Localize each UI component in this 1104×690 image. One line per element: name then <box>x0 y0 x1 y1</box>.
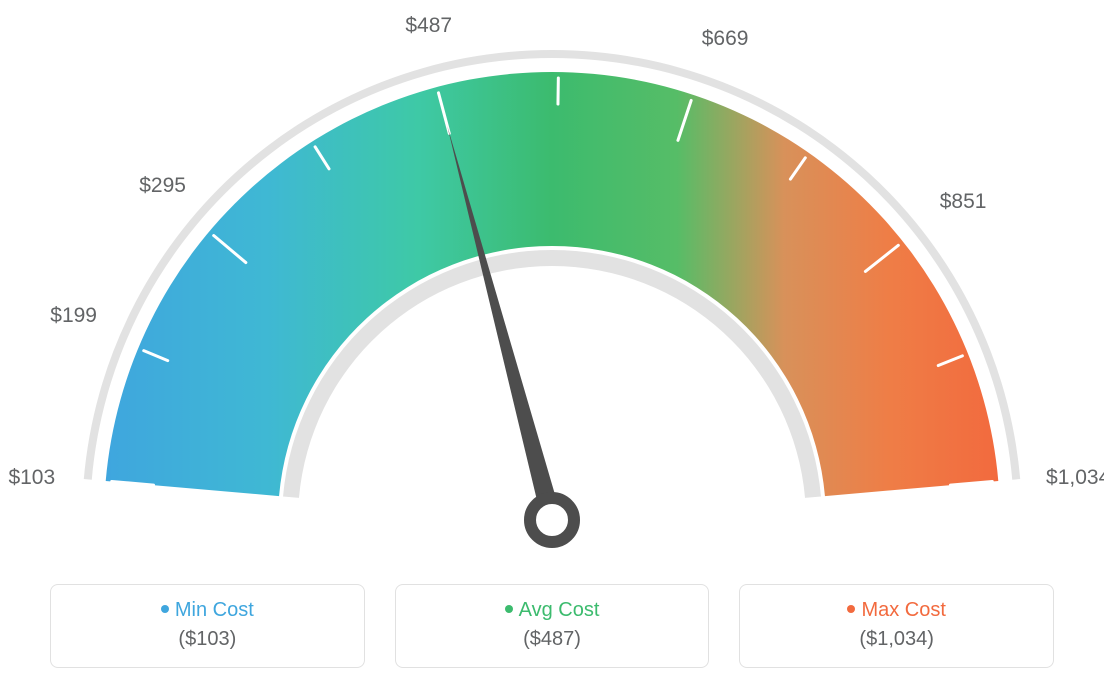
gauge-tick-label: $669 <box>702 27 749 51</box>
gauge-tick-label: $295 <box>139 174 186 198</box>
legend-label-min-text: Min Cost <box>175 599 254 621</box>
legend-label-min: Min Cost <box>51 599 364 622</box>
legend-label-avg-text: Avg Cost <box>519 599 600 621</box>
legend-label-max-text: Max Cost <box>861 599 945 621</box>
legend-card-avg: Avg Cost ($487) <box>395 584 710 668</box>
legend-row: Min Cost ($103) Avg Cost ($487) Max Cost… <box>50 584 1054 668</box>
dot-max <box>847 605 855 613</box>
gauge-tick-label: $487 <box>405 14 452 38</box>
legend-value-avg: ($487) <box>396 628 709 651</box>
cost-gauge-chart: $103 $199 $295 $487 $669 $851 $1,034 Min Cost … <box>0 0 1104 690</box>
legend-card-min: Min Cost ($103) <box>50 584 365 668</box>
gauge-tick-label: $103 <box>8 466 55 490</box>
gauge-tick-label: $199 <box>50 304 97 328</box>
legend-value-min: ($103) <box>51 628 364 651</box>
dot-min <box>161 605 169 613</box>
legend-value-max: ($1,034) <box>740 628 1053 651</box>
dot-avg <box>505 605 513 613</box>
legend-label-avg: Avg Cost <box>396 599 709 622</box>
gauge-svg <box>0 0 1104 560</box>
gauge-area: $103 $199 $295 $487 $669 $851 $1,034 <box>0 0 1104 560</box>
gauge-tick-label: $851 <box>940 190 987 214</box>
gauge-tick-label: $1,034 <box>1046 466 1104 490</box>
legend-label-max: Max Cost <box>740 599 1053 622</box>
legend-card-max: Max Cost ($1,034) <box>739 584 1054 668</box>
